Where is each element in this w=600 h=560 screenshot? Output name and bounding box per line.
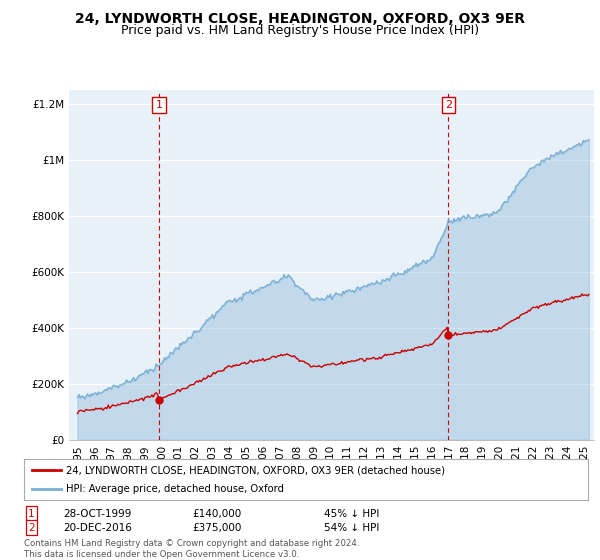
Text: Contains HM Land Registry data © Crown copyright and database right 2024.
This d: Contains HM Land Registry data © Crown c… bbox=[24, 539, 359, 559]
Text: 1: 1 bbox=[28, 508, 35, 519]
Text: £140,000: £140,000 bbox=[192, 508, 241, 519]
Text: HPI: Average price, detached house, Oxford: HPI: Average price, detached house, Oxfo… bbox=[66, 484, 284, 494]
Text: 45% ↓ HPI: 45% ↓ HPI bbox=[324, 508, 379, 519]
Text: 1: 1 bbox=[155, 100, 163, 110]
Text: Price paid vs. HM Land Registry's House Price Index (HPI): Price paid vs. HM Land Registry's House … bbox=[121, 24, 479, 36]
Text: 24, LYNDWORTH CLOSE, HEADINGTON, OXFORD, OX3 9ER: 24, LYNDWORTH CLOSE, HEADINGTON, OXFORD,… bbox=[75, 12, 525, 26]
Text: £375,000: £375,000 bbox=[192, 522, 241, 533]
Text: 20-DEC-2016: 20-DEC-2016 bbox=[63, 522, 132, 533]
Text: 54% ↓ HPI: 54% ↓ HPI bbox=[324, 522, 379, 533]
Text: 2: 2 bbox=[445, 100, 452, 110]
Text: 28-OCT-1999: 28-OCT-1999 bbox=[63, 508, 131, 519]
Text: 2: 2 bbox=[28, 522, 35, 533]
Text: 24, LYNDWORTH CLOSE, HEADINGTON, OXFORD, OX3 9ER (detached house): 24, LYNDWORTH CLOSE, HEADINGTON, OXFORD,… bbox=[66, 465, 445, 475]
